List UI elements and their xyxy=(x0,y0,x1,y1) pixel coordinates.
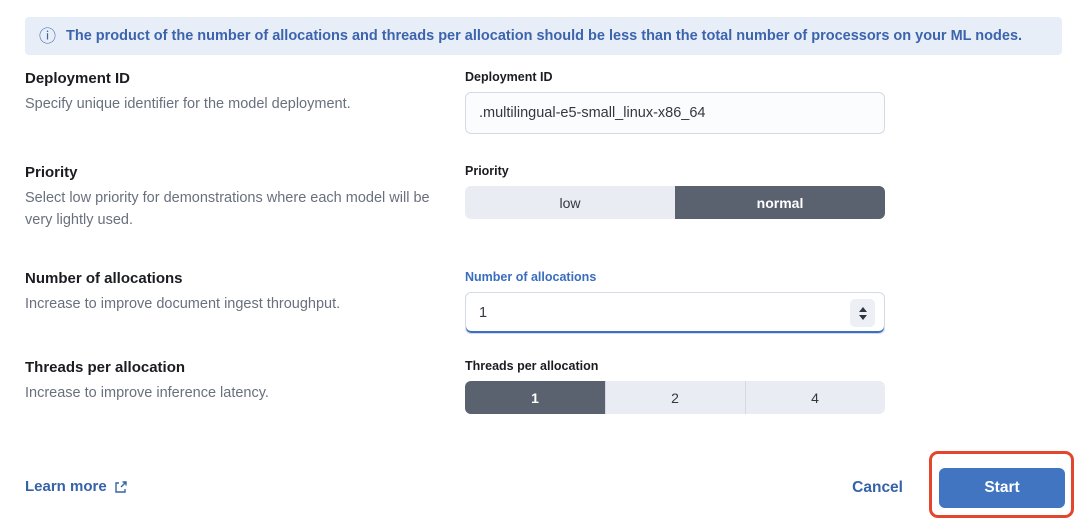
threads-description: Increase to improve inference latency. xyxy=(25,385,269,401)
threads-button-group: 1 2 4 xyxy=(465,381,885,414)
deployment-id-title: Deployment ID xyxy=(25,70,131,87)
priority-option-low[interactable]: low xyxy=(559,194,581,211)
threads-field-group: Threads per allocation 1 2 4 xyxy=(465,359,885,414)
priority-description: Select low priority for demonstrations w… xyxy=(25,190,430,228)
form-row-priority: Priority Select low priority for demonst… xyxy=(25,164,885,232)
allocations-number-input[interactable]: 1 xyxy=(465,292,885,334)
threads-title: Threads per allocation xyxy=(25,359,186,376)
threads-option-1[interactable]: 1 xyxy=(465,381,605,414)
stepper-down-icon[interactable] xyxy=(858,314,867,320)
allocations-describe: Number of allocations Increase to improv… xyxy=(25,270,465,334)
deployment-id-field-group: Deployment ID .multilingual-e5-small_lin… xyxy=(465,70,885,134)
priority-field-group: Priority low normal xyxy=(465,164,885,232)
priority-button-group: low normal xyxy=(465,186,885,219)
deployment-id-value: .multilingual-e5-small_linux-x86_64 xyxy=(479,105,706,121)
threads-describe: Threads per allocation Increase to impro… xyxy=(25,359,465,414)
deployment-id-describe: Deployment ID Specify unique identifier … xyxy=(25,70,465,134)
cancel-button[interactable]: Cancel xyxy=(852,479,903,496)
start-button[interactable]: Start xyxy=(939,468,1065,508)
learn-more-label: Learn more xyxy=(25,478,107,495)
info-callout: ⓘ The product of the number of allocatio… xyxy=(25,17,1062,55)
allocations-title: Number of allocations xyxy=(25,270,183,287)
stepper-up-icon[interactable] xyxy=(858,306,867,312)
threads-option-2[interactable]: 2 xyxy=(605,381,745,414)
threads-option-4[interactable]: 4 xyxy=(745,381,885,414)
form-row-threads: Threads per allocation Increase to impro… xyxy=(25,359,885,414)
number-stepper[interactable] xyxy=(850,299,875,327)
allocations-field-label: Number of allocations xyxy=(465,270,597,284)
allocations-field-group: Number of allocations 1 xyxy=(465,270,885,334)
priority-title: Priority xyxy=(25,164,78,181)
footer-actions: Cancel Start xyxy=(780,468,1065,508)
threads-field-label: Threads per allocation xyxy=(465,359,599,373)
external-link-icon xyxy=(114,480,128,494)
learn-more-link[interactable]: Learn more xyxy=(25,478,128,495)
form-row-allocations: Number of allocations Increase to improv… xyxy=(25,270,885,334)
priority-field-label: Priority xyxy=(465,164,509,178)
priority-describe: Priority Select low priority for demonst… xyxy=(25,164,465,232)
deployment-id-description: Specify unique identifier for the model … xyxy=(25,96,351,112)
priority-option-normal[interactable]: normal xyxy=(675,186,885,219)
callout-text: The product of the number of allocations… xyxy=(66,28,1023,44)
info-icon: ⓘ xyxy=(39,26,56,46)
form-row-deployment-id: Deployment ID Specify unique identifier … xyxy=(25,70,885,134)
deployment-id-input[interactable]: .multilingual-e5-small_linux-x86_64 xyxy=(465,92,885,134)
allocations-description: Increase to improve document ingest thro… xyxy=(25,296,341,312)
allocations-value: 1 xyxy=(479,305,488,321)
deployment-id-field-label: Deployment ID xyxy=(465,70,553,84)
